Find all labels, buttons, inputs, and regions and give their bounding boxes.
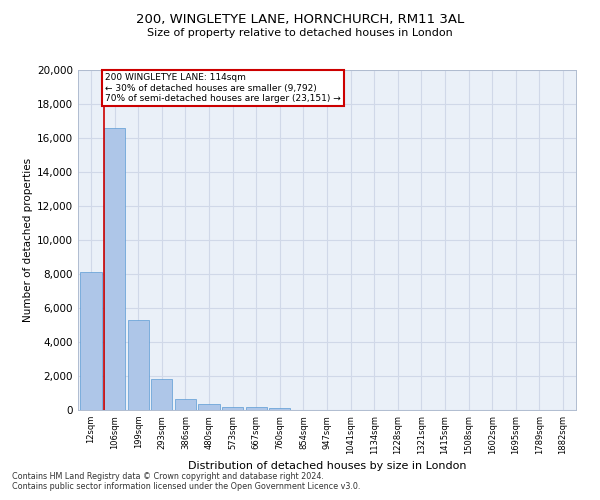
Bar [80, 272, 101, 410]
Y-axis label: Number of detached properties: Number of detached properties [23, 158, 33, 322]
Text: 200, WINGLETYE LANE, HORNCHURCH, RM11 3AL: 200, WINGLETYE LANE, HORNCHURCH, RM11 3A… [136, 12, 464, 26]
Text: 200 WINGLETYE LANE: 114sqm
← 30% of detached houses are smaller (9,792)
70% of s: 200 WINGLETYE LANE: 114sqm ← 30% of deta… [105, 74, 341, 103]
Bar [245, 408, 267, 410]
Text: Contains public sector information licensed under the Open Government Licence v3: Contains public sector information licen… [12, 482, 361, 491]
Bar [151, 380, 172, 410]
Bar [175, 399, 196, 410]
Bar [269, 408, 290, 410]
Bar [128, 320, 149, 410]
Text: Contains HM Land Registry data © Crown copyright and database right 2024.: Contains HM Land Registry data © Crown c… [12, 472, 324, 481]
Bar [199, 404, 220, 410]
Text: Size of property relative to detached houses in London: Size of property relative to detached ho… [147, 28, 453, 38]
Bar [104, 128, 125, 410]
X-axis label: Distribution of detached houses by size in London: Distribution of detached houses by size … [188, 461, 466, 471]
Bar [222, 406, 243, 410]
